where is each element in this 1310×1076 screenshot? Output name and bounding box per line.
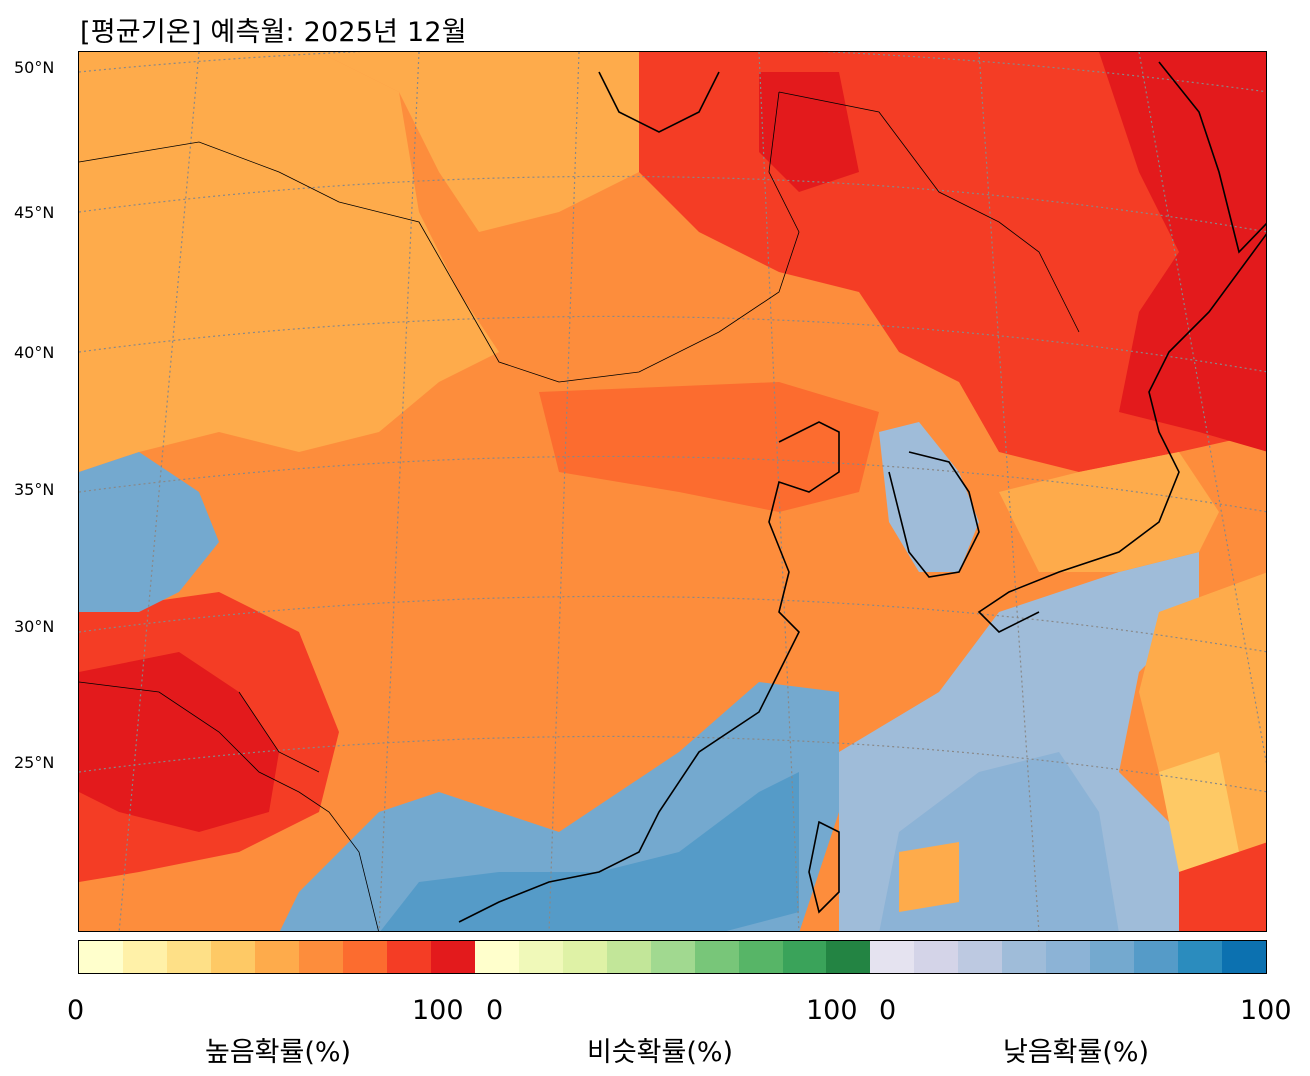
probability-colorbar <box>78 940 1267 974</box>
coastlines <box>458 61 1266 923</box>
colorbar-low-segment-3 <box>958 941 1003 973</box>
lat-label-30: 30°N <box>14 617 55 636</box>
region-central-high <box>539 382 879 512</box>
colorbar-similar-segment-2 <box>518 941 563 973</box>
colorbar-high-segment-7 <box>342 941 387 973</box>
region-southwest-very-high <box>79 652 279 832</box>
lat-label-35: 35°N <box>14 480 55 499</box>
colorbar-high-segment-9 <box>430 941 475 973</box>
colorbar-high-segment-3 <box>166 941 211 973</box>
region-west-low <box>79 452 219 612</box>
lat-label-45: 45°N <box>14 203 55 222</box>
similar-tick-max: 100 <box>806 995 858 1026</box>
colorbar-high-segment-8 <box>386 941 431 973</box>
similar-prob-label: 비슷확률(%) <box>587 1037 734 1068</box>
colorbar-similar-segment-7 <box>738 941 783 973</box>
colorbar-similar-segment-9 <box>826 941 871 973</box>
colorbar-high-segment-6 <box>298 941 343 973</box>
colorbar-similar-segment-1 <box>474 941 519 973</box>
colorbar-similar-segment-5 <box>650 941 695 973</box>
high-prob-label: 높음확률(%) <box>205 1037 352 1068</box>
region-pacific-warm-patch <box>899 842 959 912</box>
colorbar-high-segment-1 <box>79 941 123 973</box>
low-tick-max: 100 <box>1240 995 1292 1026</box>
colorbar-low-segment-5 <box>1046 941 1091 973</box>
region-hokkaido-very-high <box>759 72 859 192</box>
colorbar-similar-segment-4 <box>606 941 651 973</box>
colorbar-low-segment-9 <box>1222 941 1267 973</box>
colorbar-high-segment-2 <box>122 941 167 973</box>
high-tick-min: 0 <box>67 995 85 1026</box>
colorbar-low-segment-7 <box>1134 941 1179 973</box>
region-japan-light <box>999 452 1219 572</box>
region-east-yellow <box>1159 752 1239 872</box>
country-borders <box>79 91 1080 931</box>
region-southeast-high <box>1179 842 1266 931</box>
colorbar-similar-segment-3 <box>562 941 607 973</box>
high-tick-max: 100 <box>412 995 464 1026</box>
similar-tick-min: 0 <box>486 995 504 1026</box>
region-west-light <box>79 52 499 472</box>
low-tick-min: 0 <box>879 995 897 1026</box>
colorbar-low-segment-8 <box>1178 941 1223 973</box>
region-northeast-very-high <box>1099 52 1266 452</box>
low-prob-label: 낮음확률(%) <box>1003 1037 1150 1068</box>
colorbar-high-segment-4 <box>210 941 255 973</box>
colorbar-similar-segment-8 <box>782 941 827 973</box>
colorbar-low-segment-4 <box>1002 941 1047 973</box>
colorbar-high-segment-5 <box>254 941 299 973</box>
colorbar-similar-segment-6 <box>694 941 739 973</box>
forecast-map <box>78 51 1267 932</box>
region-south-china-low-dark <box>380 772 799 931</box>
region-north-light <box>319 52 699 232</box>
lat-label-50: 50°N <box>14 58 55 77</box>
lat-label-40: 40°N <box>14 343 55 362</box>
graticule <box>79 52 1266 931</box>
colorbar-low-segment-2 <box>914 941 959 973</box>
map-title: [평균기온] 예측월: 2025년 12월 <box>80 17 467 48</box>
colorbar-low-segment-6 <box>1090 941 1135 973</box>
lat-label-25: 25°N <box>14 753 55 772</box>
colorbar-low-segment-1 <box>870 941 915 973</box>
